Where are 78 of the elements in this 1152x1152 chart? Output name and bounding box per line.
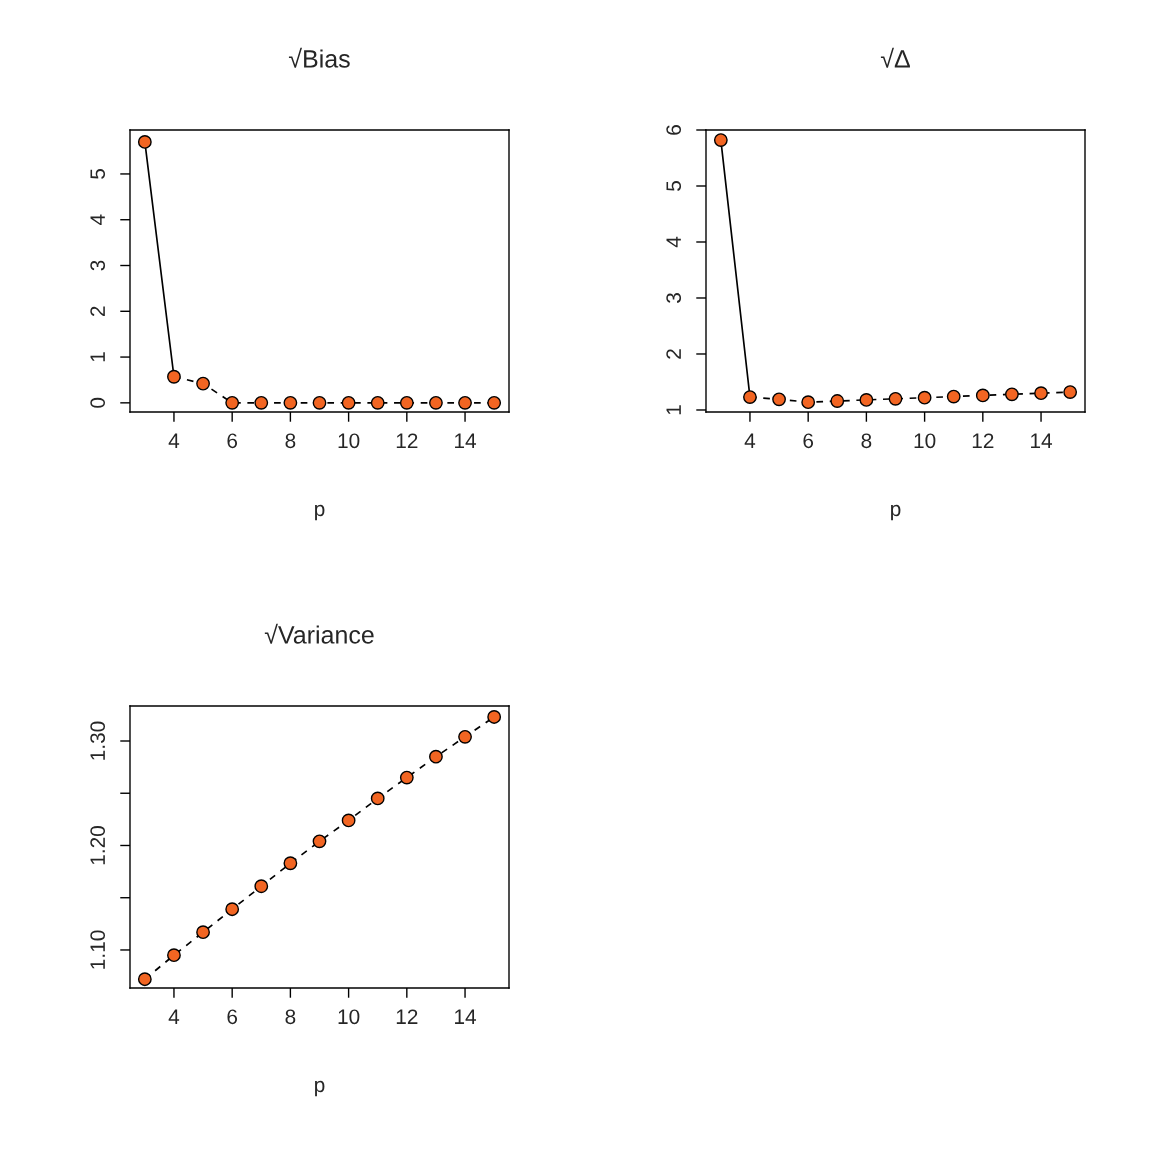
x-axis-title: p bbox=[315, 504, 325, 521]
point bbox=[196, 376, 210, 391]
y-tick-label: 1 bbox=[90, 352, 105, 362]
x-tick-label: 6 bbox=[227, 1009, 238, 1025]
point bbox=[487, 710, 502, 724]
x-tick-label: 10 bbox=[338, 433, 360, 449]
point bbox=[1034, 386, 1048, 401]
point bbox=[196, 925, 210, 940]
point bbox=[458, 729, 472, 744]
point bbox=[487, 395, 502, 410]
point bbox=[312, 834, 327, 849]
point bbox=[283, 856, 298, 871]
x-tick-label: 8 bbox=[285, 1009, 296, 1025]
point bbox=[370, 791, 385, 806]
x-axis-title: p bbox=[891, 504, 901, 521]
x-tick-label: 14 bbox=[1031, 433, 1053, 448]
point bbox=[801, 395, 816, 410]
y-tick-label: 5 bbox=[666, 181, 682, 191]
point bbox=[772, 392, 786, 407]
y-tick-label: 4 bbox=[90, 214, 105, 226]
chart-title: √Δ bbox=[880, 47, 910, 68]
x-tick-label: 8 bbox=[861, 433, 872, 449]
x-tick-label: 14 bbox=[455, 433, 477, 448]
point bbox=[137, 134, 152, 149]
point bbox=[341, 395, 356, 410]
x-tick-label: 4 bbox=[168, 433, 180, 448]
x-tick-label: 8 bbox=[285, 433, 296, 449]
x-tick-label: 12 bbox=[396, 433, 418, 448]
point bbox=[399, 770, 414, 785]
point bbox=[225, 902, 240, 917]
y-tick-label: 3 bbox=[666, 293, 682, 303]
y-tick-label: 6 bbox=[666, 125, 682, 135]
point bbox=[283, 395, 298, 410]
x-tick-label: 6 bbox=[803, 433, 814, 449]
point bbox=[254, 879, 269, 894]
point bbox=[1063, 385, 1078, 399]
point bbox=[429, 395, 443, 410]
point bbox=[830, 394, 845, 408]
y-tick-label: 1 bbox=[666, 405, 681, 415]
point bbox=[370, 395, 385, 410]
y-tick-label: 3 bbox=[90, 260, 106, 271]
point bbox=[429, 749, 443, 764]
x-tick-label: 10 bbox=[914, 433, 936, 449]
point bbox=[743, 390, 757, 405]
chart-title: √Variance bbox=[264, 623, 374, 644]
x-tick-label: 12 bbox=[972, 433, 994, 448]
point bbox=[917, 390, 932, 405]
point bbox=[312, 395, 327, 410]
point bbox=[137, 972, 152, 987]
x-tick-label: 14 bbox=[455, 1009, 477, 1024]
y-tick-label: 1.20 bbox=[90, 826, 106, 865]
point bbox=[167, 369, 181, 384]
point bbox=[859, 392, 874, 407]
point bbox=[167, 948, 181, 963]
y-tick-label: 5 bbox=[90, 169, 106, 179]
y-tick-label: 1.10 bbox=[90, 930, 106, 969]
point bbox=[946, 389, 961, 404]
point bbox=[254, 395, 269, 410]
x-tick-label: 12 bbox=[396, 1009, 418, 1024]
x-tick-label: 10 bbox=[338, 1009, 360, 1025]
point bbox=[225, 395, 240, 410]
y-tick-label: 4 bbox=[666, 236, 681, 248]
point bbox=[713, 133, 728, 147]
x-tick-label: 4 bbox=[168, 1009, 180, 1024]
point bbox=[341, 813, 356, 828]
y-tick-label: 2 bbox=[666, 349, 681, 359]
x-tick-label: 6 bbox=[227, 433, 238, 449]
y-tick-label: 1.30 bbox=[90, 721, 106, 760]
point bbox=[888, 391, 903, 406]
y-tick-label: 0 bbox=[90, 397, 106, 408]
point bbox=[975, 388, 990, 403]
point bbox=[1005, 387, 1019, 402]
point bbox=[458, 395, 472, 410]
chart-title: √Bias bbox=[288, 47, 350, 68]
point bbox=[399, 395, 414, 410]
y-tick-label: 2 bbox=[90, 306, 105, 317]
x-tick-label: 4 bbox=[744, 433, 756, 448]
x-axis-title: p bbox=[315, 1080, 325, 1097]
